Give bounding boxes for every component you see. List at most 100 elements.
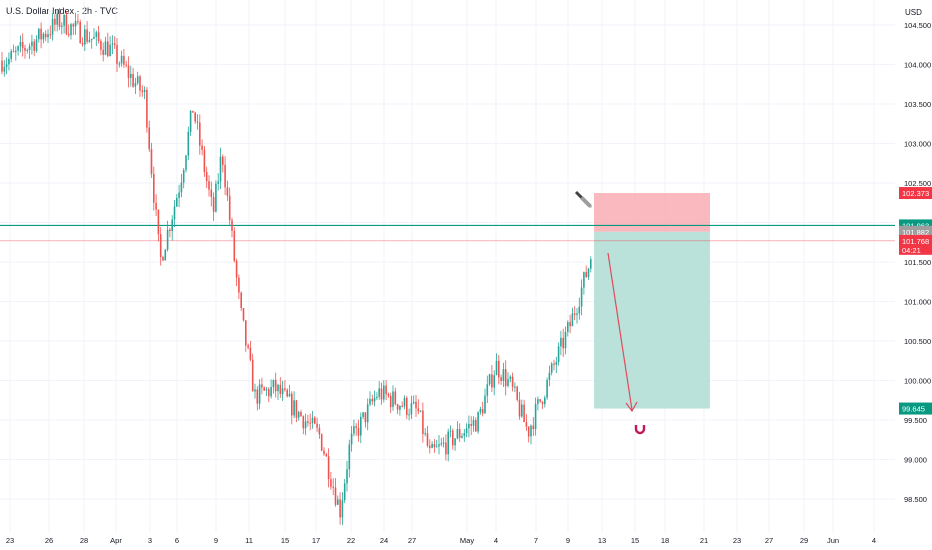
candle-body	[279, 384, 282, 394]
y-tick-label: 99.000	[904, 456, 927, 465]
candle-body	[527, 426, 530, 437]
x-tick-label: 21	[700, 536, 708, 545]
candle-body	[222, 156, 224, 165]
candle-body	[350, 433, 353, 445]
x-tick-label: 4	[494, 536, 498, 545]
current-price-label: 101.768	[902, 237, 929, 246]
candle-body	[93, 36, 95, 39]
candle-body	[364, 412, 367, 423]
candle-body	[277, 384, 279, 392]
candle-body	[357, 427, 360, 436]
candle-body	[532, 425, 535, 429]
current-price-label-countdown: 04:21	[902, 246, 921, 255]
x-tick-label: 9	[566, 536, 570, 545]
candle-body	[300, 412, 302, 417]
candle-body	[373, 397, 376, 402]
candle-body	[148, 127, 150, 150]
candle-body	[426, 433, 429, 446]
candle-body	[44, 33, 47, 38]
candle-body	[261, 384, 263, 388]
candle-body	[456, 429, 459, 439]
candle-body	[399, 405, 401, 410]
candle-body	[334, 487, 337, 505]
candle-body	[166, 229, 169, 250]
candle-body	[544, 397, 546, 405]
candle-body	[525, 422, 528, 427]
candle-body	[231, 220, 233, 231]
candle-body	[194, 112, 196, 122]
candle-body	[192, 110, 194, 113]
candle-body	[81, 43, 84, 45]
candle-body	[408, 414, 410, 416]
y-tick-label: 103.000	[904, 140, 931, 149]
candle-body	[49, 34, 52, 36]
candle-body	[307, 421, 309, 423]
candle-body	[477, 412, 479, 432]
candle-body	[419, 410, 422, 412]
candle-body	[341, 500, 344, 518]
candle-body	[38, 28, 40, 40]
candle-body	[146, 89, 148, 128]
candle-body	[178, 192, 180, 198]
candle-body	[123, 55, 125, 65]
candle-body	[369, 398, 371, 405]
candle-body	[171, 219, 173, 231]
candle-body	[224, 164, 226, 188]
candle-body	[272, 380, 275, 388]
position-zones	[594, 193, 710, 409]
candle-body	[442, 442, 445, 444]
candle-body	[500, 377, 502, 382]
candle-body	[249, 347, 252, 360]
y-tick-label: 99.500	[904, 416, 927, 425]
candle-body	[205, 172, 208, 182]
candle-body	[217, 181, 219, 184]
candle-body	[120, 55, 123, 64]
candle-body	[463, 433, 466, 436]
stop-price-label: 102.373	[902, 189, 929, 198]
candle-body	[585, 272, 587, 278]
y-tick-label: 102.500	[904, 179, 931, 188]
time-axis: 23 26 28 Apr 3 6 9 11 15 17 22 24 27 May 4 7 9 13 15 18 21 23…	[6, 536, 876, 545]
candle-body	[189, 110, 192, 132]
entry-price-label: 101.882	[902, 228, 929, 237]
candle-body	[555, 362, 558, 365]
projection-arrow	[607, 252, 633, 411]
candle-body	[362, 412, 364, 417]
x-tick-label: 28	[80, 536, 88, 545]
y-tick-label: 98.500	[904, 495, 927, 504]
candle-body	[323, 450, 325, 455]
candle-body	[47, 34, 49, 38]
reward-zone	[594, 231, 710, 409]
annotations	[574, 190, 646, 435]
candle-body	[488, 374, 491, 385]
candle-body	[226, 187, 229, 196]
candle-body	[320, 434, 323, 451]
candle-body	[440, 443, 443, 445]
candle-body	[366, 404, 369, 423]
candle-body	[548, 372, 551, 380]
candle-body	[507, 379, 509, 386]
candle-body	[337, 499, 339, 505]
candle-body	[417, 408, 420, 412]
candle-body	[265, 389, 268, 391]
candle-body	[164, 249, 167, 261]
x-tick-label: 26	[45, 536, 53, 545]
candle-body	[130, 73, 132, 78]
candle-body	[530, 425, 532, 437]
candle-body	[180, 182, 183, 193]
candle-body	[136, 76, 139, 84]
candle-body	[185, 155, 187, 170]
candle-body	[268, 389, 270, 397]
candle-body	[332, 486, 334, 488]
candle-body	[201, 145, 203, 150]
candle-body	[70, 24, 72, 36]
candle-body	[378, 388, 380, 397]
candle-body	[284, 388, 286, 390]
candle-body	[560, 337, 562, 347]
candle-body	[104, 41, 107, 55]
candle-body	[256, 389, 259, 404]
candle-body	[424, 433, 426, 435]
candle-body	[67, 33, 70, 36]
target-price-label-bg	[899, 402, 932, 415]
